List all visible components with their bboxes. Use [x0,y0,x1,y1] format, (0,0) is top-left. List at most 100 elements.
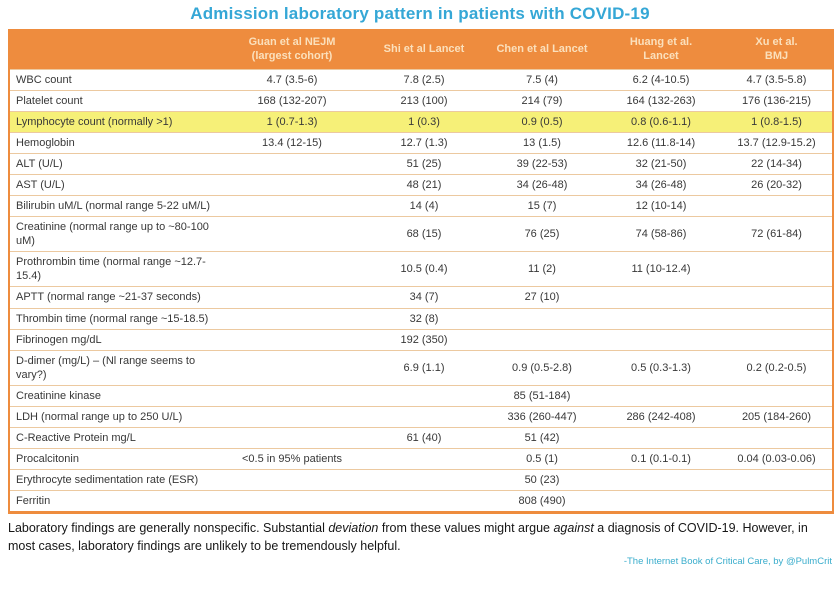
value-cell [601,384,721,407]
value-cell [721,384,833,407]
value-cell: 1 (0.8-1.5) [721,110,833,133]
value-cell [219,349,365,386]
footer-text: from these values might argue [378,521,554,536]
row-label: Platelet count [9,89,219,112]
value-cell: 808 (490) [483,490,601,513]
header-cell-empty [9,29,219,70]
value-cell: 76 (25) [483,216,601,252]
table-row: C-Reactive Protein mg/L 61 (40) 51 (42) [9,426,833,449]
value-cell: 6.9 (1.1) [365,349,483,386]
value-cell [721,307,833,330]
value-cell [219,384,365,407]
footer-text: a diagnosis of COVID-19. However, in mos… [8,521,808,553]
value-cell: 12 (10-14) [601,195,721,217]
lab-results-table: Guan et al NEJM (largest cohort) Shi et … [8,29,834,515]
value-cell [219,328,365,351]
value-cell: 12.6 (11.8-14) [601,131,721,154]
value-cell: 164 (132-263) [601,89,721,112]
table-row: ALT (U/L) 51 (25) 39 (22-53) 32 (21-50) 22 (… [9,152,833,175]
row-label: Bilirubin uM/L (normal range 5-22 uM/L) [9,195,219,217]
value-cell: 27 (10) [483,286,601,309]
value-cell: 1 (0.7-1.3) [219,110,365,133]
value-cell [483,328,601,351]
value-cell: 213 (100) [365,89,483,112]
value-cell: 61 (40) [365,426,483,449]
row-label: Procalcitonin [9,448,219,470]
value-cell [219,490,365,513]
header-cell-xu-bmj: Xu et al. BMJ [721,29,833,70]
value-cell [219,216,365,252]
header-cell-chen-lancet: Chen et al Lancet [483,29,601,70]
value-cell [721,286,833,309]
value-cell: 4.7 (3.5-5.8) [721,68,833,91]
row-label: WBC count [9,68,219,91]
table-row: Prothrombin time (normal range ~12.7-15.… [9,251,833,287]
row-label: Ferritin [9,490,219,513]
value-cell [365,405,483,428]
value-cell: 12.7 (1.3) [365,131,483,154]
value-cell: 0.04 (0.03-0.06) [721,448,833,470]
footer-italic-text: deviation [328,521,379,536]
header-row: Guan et al NEJM (largest cohort) Shi et … [9,29,833,70]
footer-italic-text: against [553,521,594,536]
value-cell: 0.1 (0.1-0.1) [601,448,721,470]
row-label: Erythrocyte sedimentation rate (ESR) [9,469,219,491]
value-cell [721,469,833,491]
value-cell: 10.5 (0.4) [365,251,483,287]
value-cell: <0.5 in 95% patients [219,448,365,470]
value-cell: 34 (7) [365,286,483,309]
table-row-highlighted: Lymphocyte count (normally >1) 1 (0.7-1.3… [9,110,833,133]
value-cell [219,152,365,175]
value-cell: 32 (8) [365,307,483,330]
value-cell [219,286,365,309]
row-label: Creatinine kinase [9,384,219,407]
value-cell [365,490,483,513]
row-label: Lymphocyte count (normally >1) [9,110,219,133]
table-row: WBC count 4.7 (3.5-6) 7.8 (2.5) 7.5 (4) 6.2 … [9,68,833,91]
table-row: D-dimer (mg/L) – (Nl range seems to vary… [9,349,833,386]
value-cell [721,195,833,217]
value-cell: 205 (184-260) [721,405,833,428]
table-row: APTT (normal range ~21-37 seconds) 34 (7)… [9,286,833,309]
value-cell: 176 (136-215) [721,89,833,112]
table-row: Platelet count 168 (132-207) 213 (100) 214 … [9,89,833,112]
value-cell [219,251,365,287]
table-row: Creatinine (normal range up to ~80-100 u… [9,216,833,252]
value-cell: 0.9 (0.5) [483,110,601,133]
header-cell-huang-lancet: Huang et al. Lancet [601,29,721,70]
value-cell: 34 (26-48) [483,173,601,196]
header-cell-guan-nejm: Guan et al NEJM (largest cohort) [219,29,365,70]
value-cell [601,469,721,491]
table-row: Bilirubin uM/L (normal range 5-22 uM/L) 1… [9,195,833,217]
value-cell [365,448,483,470]
row-label: AST (U/L) [9,173,219,196]
value-cell: 39 (22-53) [483,152,601,175]
value-cell [721,490,833,513]
row-label: ALT (U/L) [9,152,219,175]
table-row: Fibrinogen mg/dL 192 (350) [9,328,833,351]
value-cell: 4.7 (3.5-6) [219,68,365,91]
value-cell: 0.8 (0.6-1.1) [601,110,721,133]
table-row: AST (U/L) 48 (21) 34 (26-48) 34 (26-48) 26 (… [9,173,833,196]
row-label: APTT (normal range ~21-37 seconds) [9,286,219,309]
value-cell: 13.7 (12.9-15.2) [721,131,833,154]
value-cell: 13.4 (12-15) [219,131,365,154]
value-cell [219,195,365,217]
value-cell: 168 (132-207) [219,89,365,112]
value-cell: 85 (51-184) [483,384,601,407]
value-cell [601,426,721,449]
value-cell [219,307,365,330]
value-cell [219,426,365,449]
value-cell [601,490,721,513]
table-row: Creatinine kinase 85 (51-184) [9,384,833,407]
value-cell: 14 (4) [365,195,483,217]
value-cell: 68 (15) [365,216,483,252]
value-cell [721,328,833,351]
value-cell: 51 (25) [365,152,483,175]
value-cell: 48 (21) [365,173,483,196]
value-cell: 214 (79) [483,89,601,112]
row-label: Hemoglobin [9,131,219,154]
value-cell: 11 (10-12.4) [601,251,721,287]
row-label: Creatinine (normal range up to ~80-100 u… [9,216,219,252]
